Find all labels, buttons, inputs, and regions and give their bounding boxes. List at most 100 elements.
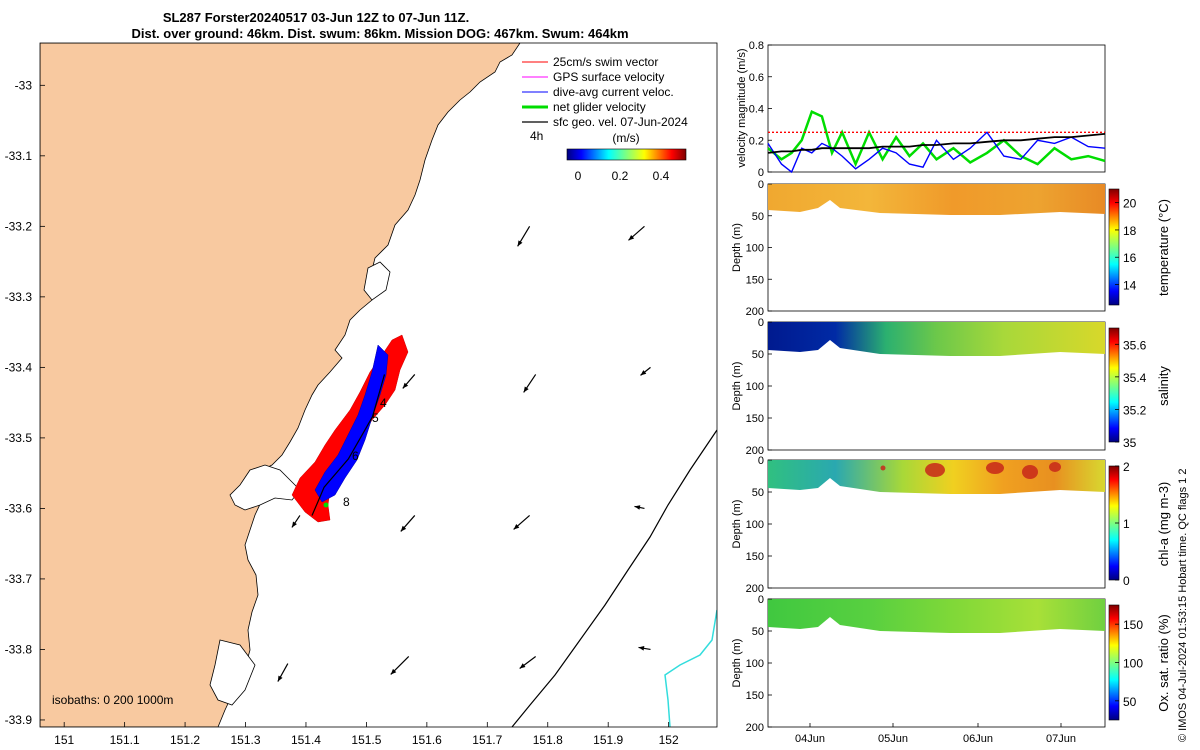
depth-tick-label: 150 xyxy=(746,551,764,563)
velocity-ytick-label: 0.4 xyxy=(749,104,764,116)
velocity-series xyxy=(767,109,1106,174)
chl-hotspot-5 xyxy=(880,465,886,471)
track-blue-swath xyxy=(314,344,389,503)
map-ytick-label: -33 xyxy=(15,78,33,92)
velocity-series-line xyxy=(767,133,1106,154)
colorbar-tick-label: 35.4 xyxy=(1123,371,1147,385)
legend-colorbar-tick-02: 0.2 xyxy=(612,169,629,183)
colorbar-tick-label: 1 xyxy=(1123,517,1130,531)
legend-unit-label: (m/s) xyxy=(612,131,639,145)
chart-title-line2: Dist. over ground: 46km. Dist. swum: 86k… xyxy=(131,26,628,41)
depth-tick-label: 100 xyxy=(746,381,764,393)
velocity-arrow-head xyxy=(638,646,645,651)
temperature-colorbar xyxy=(1108,188,1120,306)
velocity-arrow-head xyxy=(517,240,523,247)
colorbar-tick-label: 35 xyxy=(1123,436,1137,450)
temperature-panel xyxy=(767,183,1120,312)
depth-tick-label: 50 xyxy=(752,626,764,638)
velocity-panel: 0 0.2 0.4 0.6 0.8 velocity magnitude (m/s) xyxy=(736,40,1106,179)
oxygen-section xyxy=(768,599,1105,633)
track-label-5: 5 xyxy=(372,411,379,425)
velocity-arrow-head xyxy=(390,668,397,675)
map-xtick-label: 151.8 xyxy=(533,733,563,747)
footer-credit: © IMOS 04-Jul-2024 01:53:15 Hobart time.… xyxy=(1177,469,1189,742)
velocity-arrow-head xyxy=(291,521,297,528)
track-label-4: 4 xyxy=(380,396,387,410)
depth-tick-label: 200 xyxy=(746,722,764,734)
chl-panel xyxy=(767,459,1120,589)
velocity-series-line xyxy=(767,109,1106,168)
date-tick-label: 05Jun xyxy=(878,733,908,745)
legend-colorbar xyxy=(566,148,687,161)
colorbar-tick-label: 2 xyxy=(1123,460,1130,474)
colorbar-tick-label: 35.6 xyxy=(1123,338,1147,352)
map-ytick-label: -33.2 xyxy=(5,219,33,233)
legend-net-velocity: net glider velocity xyxy=(553,100,646,114)
velocity-arrow-head xyxy=(513,524,520,530)
map-ytick-label: -33.6 xyxy=(5,501,33,515)
chl-section xyxy=(768,460,1105,494)
legend-colorbar-tick-0: 0 xyxy=(575,169,582,183)
map-xtick-label: 151.2 xyxy=(170,733,200,747)
map-xtick-label: 151 xyxy=(54,733,74,747)
map-xtick-label: 151.5 xyxy=(351,733,381,747)
map-xtick-label: 151.7 xyxy=(472,733,502,747)
velocity-arrow-head xyxy=(519,663,526,669)
depth-tick-label: 200 xyxy=(746,445,764,457)
cyan-boundary-line xyxy=(664,609,717,727)
colorbar-tick-label: 16 xyxy=(1123,251,1137,265)
velocity-frame xyxy=(767,44,1106,173)
depth-tick-label: 50 xyxy=(752,487,764,499)
velocity-arrow-head xyxy=(277,675,283,682)
colorbar-label: temperature (°C) xyxy=(1156,199,1171,296)
depth-tick-label: 50 xyxy=(752,211,764,223)
estuary-far-south xyxy=(209,639,256,706)
map-xtick-label: 151.1 xyxy=(110,733,140,747)
legend-gps-velocity: GPS surface velocity xyxy=(553,70,664,84)
legend-swim-vector: 25cm/s swim vector xyxy=(553,55,658,69)
depth-axis-label: Depth (m) xyxy=(731,362,743,411)
colorbar-tick-label: 20 xyxy=(1123,197,1137,211)
glider-track-line xyxy=(311,374,386,516)
velocity-arrow-head xyxy=(400,525,407,532)
depth-tick-label: 0 xyxy=(758,317,764,329)
velocity-arrow-head xyxy=(640,370,647,376)
velocity-arrow-head xyxy=(523,386,529,393)
colorbar-tick-label: 150 xyxy=(1123,618,1143,632)
legend-colorbar-tick-04: 0.4 xyxy=(653,169,670,183)
legend-dive-avg: dive-avg current veloc. xyxy=(553,85,674,99)
chl-hotspot-4 xyxy=(1049,462,1061,472)
colorbar-tick-label: 14 xyxy=(1123,279,1137,293)
depth-tick-label: 200 xyxy=(746,306,764,318)
depth-tick-label: 150 xyxy=(746,413,764,425)
net-velocity-marker xyxy=(323,502,329,508)
colorbar-label: chl-a (mg m-3) xyxy=(1156,482,1171,567)
map-ytick-label: -33.8 xyxy=(5,642,33,656)
depth-axis-label: Depth (m) xyxy=(731,500,743,549)
land-coastline xyxy=(40,43,521,727)
depth-tick-label: 100 xyxy=(746,658,764,670)
chl-hotspot-1 xyxy=(925,463,945,477)
velocity-ytick-label: 0.6 xyxy=(749,72,764,84)
map-y-ticks: -33 -33.1 -33.2 -33.3 -33.4 -33.5 -33.6 -33.7 -3… xyxy=(5,78,45,727)
estuary-south xyxy=(229,464,301,511)
map-ytick-label: -33.9 xyxy=(5,713,33,727)
date-tick-label: 07Jun xyxy=(1046,733,1076,745)
velocity-arrow-head xyxy=(634,505,641,510)
depth-tick-label: 0 xyxy=(758,179,764,191)
isobath-1000m xyxy=(511,429,717,727)
oxygen-panel xyxy=(767,598,1120,728)
colorbar-tick-label: 18 xyxy=(1123,224,1137,238)
map-xtick-label: 151.6 xyxy=(412,733,442,747)
map-ytick-label: -33.1 xyxy=(5,149,33,163)
map-ytick-label: -33.5 xyxy=(5,431,33,445)
map-xtick-label: 151.4 xyxy=(291,733,321,747)
depth-axis-label: Depth (m) xyxy=(731,223,743,272)
depth-tick-label: 100 xyxy=(746,519,764,531)
chl-hotspots xyxy=(880,462,1061,479)
velocity-y-ticks: 0 0.2 0.4 0.6 0.8 xyxy=(749,40,772,179)
depth-axis-label: Depth (m) xyxy=(731,639,743,688)
surface-velocity-arrows xyxy=(277,225,651,682)
